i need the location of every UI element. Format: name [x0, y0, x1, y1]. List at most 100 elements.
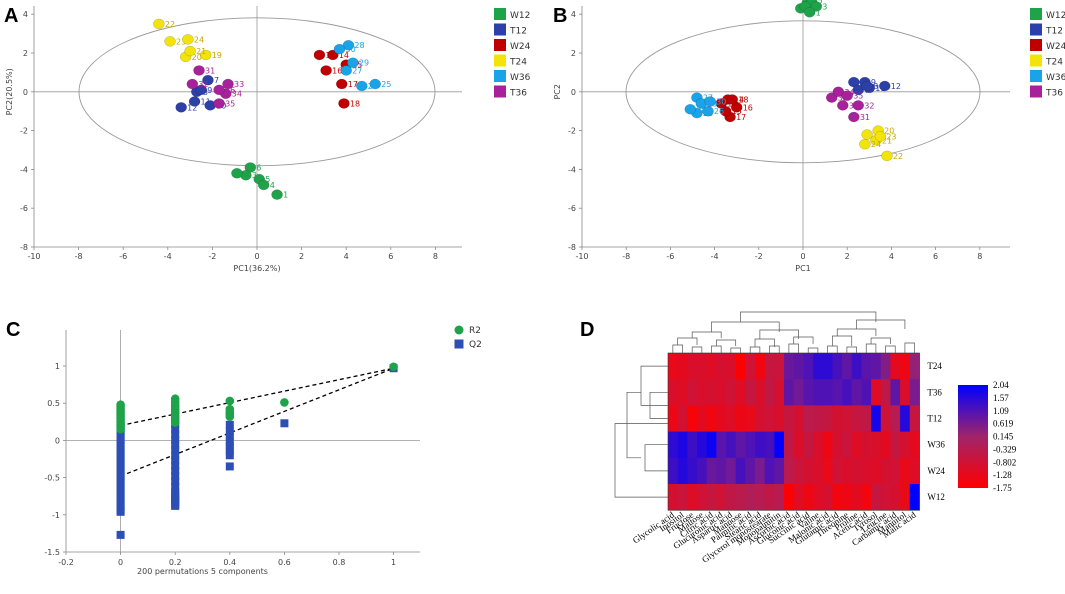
heatmap-cell [764, 405, 775, 432]
legend-label-Q2: Q2 [469, 340, 482, 350]
column-dendrogram-branch [672, 344, 683, 353]
heatmap-cell [793, 379, 804, 406]
q2-point [225, 442, 234, 451]
score-point-W36 [704, 96, 716, 107]
score-point-W36 [702, 105, 714, 117]
heatmap-cell [909, 431, 920, 459]
x-tick-label: 0.6 [278, 558, 291, 567]
score-point-T24 [874, 131, 887, 142]
point-label: 16 [743, 103, 753, 112]
heatmap-cell [745, 353, 756, 380]
score-point-W36 [340, 65, 352, 76]
heatmap-cell [668, 405, 679, 432]
legend-marker-Q2 [454, 339, 464, 349]
heatmap-cell [677, 379, 688, 406]
heatmap-cell [668, 379, 679, 406]
heatmap-cell [871, 484, 882, 511]
point-label: 26 [368, 82, 378, 91]
heatmap-cell [726, 379, 737, 406]
score-point-T36 [852, 100, 864, 111]
q2-point [171, 430, 180, 439]
score-point-W24 [338, 98, 350, 109]
point-label: 32 [864, 101, 874, 110]
heatmap-cell [851, 431, 862, 459]
point-label: 21 [882, 136, 892, 145]
heatmap-cell [726, 457, 737, 485]
score-point-T24 [881, 150, 893, 162]
x-axis-label: PC1(36.2%) [233, 264, 280, 273]
score-point-W24 [320, 65, 332, 76]
heatmap-cell [890, 457, 901, 485]
heatmap-cell [726, 431, 737, 459]
point-label: 36 [225, 86, 235, 95]
point-label: 15 [732, 107, 742, 116]
y-tick-label: 1 [55, 362, 60, 371]
column-dendrogram-branch [715, 339, 737, 346]
x-tick-label: -4 [711, 252, 719, 261]
point-label: 1 [816, 8, 821, 17]
heatmap-cell [697, 353, 708, 380]
legend-swatch-W12 [494, 8, 506, 20]
column-dendrogram-branch [807, 347, 819, 353]
y-tick-label: -4 [20, 165, 28, 174]
score-point-T36 [193, 65, 205, 76]
point-label: 16 [332, 66, 342, 75]
row-label: T12 [927, 414, 942, 424]
legend-label-T12: T12 [1045, 27, 1063, 37]
q2-point [171, 501, 180, 510]
score-point-W36 [356, 80, 368, 92]
column-dendrogram-branch [865, 343, 877, 353]
heatmap-cell [880, 431, 891, 459]
r2-point [225, 412, 235, 421]
column-dendrogram-branch [885, 345, 896, 353]
heatmap-cell [813, 405, 824, 432]
column-dendrogram-branch [711, 345, 722, 353]
heatmap-cell [822, 379, 833, 406]
heatmap-cell [803, 457, 814, 485]
heatmap-cell [890, 484, 901, 511]
row-label: W12 [927, 492, 945, 502]
heatmap-cell [764, 484, 775, 511]
score-point-T24 [859, 138, 871, 150]
legend-swatch-T24 [1030, 54, 1042, 67]
score-point-W36 [333, 43, 346, 55]
heatmap-cell [871, 431, 882, 459]
heatmap-cell [755, 484, 766, 511]
heatmap-cell [909, 353, 920, 380]
heatmap-cell [842, 484, 853, 511]
heatmap-cell [813, 484, 824, 511]
point-label: 12 [187, 103, 197, 112]
heatmap-cell [871, 405, 882, 432]
regression-line [120, 367, 394, 477]
legend-label-W36: W36 [1046, 73, 1065, 83]
heatmap-cell [697, 431, 708, 459]
heatmap-cell [716, 353, 727, 380]
q2-point [171, 425, 180, 434]
heatmap-cell [687, 484, 698, 511]
x-axis-label: PC1 [795, 264, 811, 273]
heatmap-cell [764, 353, 775, 380]
legend-label-W12: W12 [1046, 11, 1065, 21]
y-tick-label: 0 [23, 88, 28, 97]
heatmap-cell [822, 431, 833, 459]
point-label: 31 [205, 66, 215, 75]
hotelling-ellipse [625, 20, 981, 164]
row-label: T24 [927, 361, 942, 371]
point-label: 3 [252, 171, 257, 180]
score-point-W36 [369, 78, 381, 90]
heatmap-cell [803, 379, 814, 406]
q2-point [225, 446, 234, 455]
legend-label-W36: W36 [510, 73, 531, 83]
heatmap-cell [745, 431, 756, 459]
heatmap-cell [880, 353, 891, 380]
heatmap-cell [764, 431, 775, 459]
q2-point [225, 462, 234, 471]
y-tick-label: -1.5 [44, 548, 60, 557]
x-tick-label: 2 [845, 252, 850, 261]
heatmap-cell [774, 457, 785, 485]
q2-point [225, 437, 234, 446]
heatmap-cell [871, 379, 882, 406]
x-tick-label: -8 [75, 252, 83, 261]
q2-point [225, 420, 234, 429]
point-label: 7 [214, 76, 219, 85]
